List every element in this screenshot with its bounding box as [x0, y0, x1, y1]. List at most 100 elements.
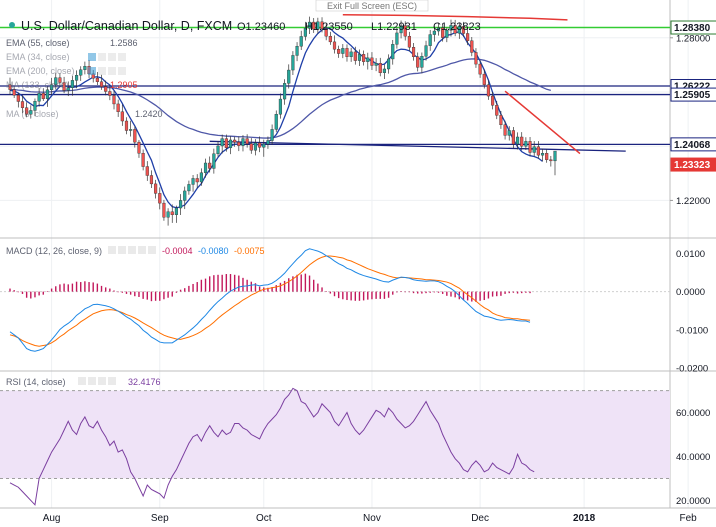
- candle-down: [145, 166, 149, 176]
- indicator-settings-icon[interactable]: [88, 53, 126, 75]
- candle-down: [495, 105, 499, 116]
- macd-histogram-bar: [516, 291, 519, 294]
- macd-histogram-bar: [208, 276, 211, 292]
- candle-up: [74, 75, 79, 81]
- candle-down: [332, 41, 337, 50]
- macd-histogram-bar: [63, 283, 65, 292]
- candle-up: [83, 66, 87, 70]
- macd-histogram-bar: [342, 291, 344, 300]
- candle-up: [428, 34, 432, 46]
- macd-histogram-bar: [204, 278, 207, 292]
- candle-up: [295, 46, 299, 56]
- macd-histogram-bar: [308, 275, 311, 292]
- candle-down: [108, 91, 112, 96]
- macd-histogram-bar: [59, 284, 61, 292]
- candle-down: [233, 139, 237, 143]
- date-label: Dec: [471, 513, 489, 524]
- trend-line: [209, 140, 626, 152]
- candle-down: [499, 115, 503, 126]
- macd-histogram-bar: [362, 291, 365, 301]
- macd-histogram-bar: [267, 287, 269, 292]
- macd-signal-line: [9, 255, 531, 347]
- macd-histogram-bar: [192, 283, 194, 292]
- candle-up: [553, 150, 557, 162]
- candle-up: [199, 172, 203, 183]
- macd-header: MACD (12, 26, close, 9) -0.0004 -0.0080 …: [6, 246, 265, 256]
- macd-histogram-bar: [462, 291, 465, 301]
- macd-histogram-bar: [17, 291, 20, 293]
- candle-down: [58, 77, 62, 83]
- candle-down: [124, 120, 129, 131]
- close-value: C1.23823: [433, 21, 481, 33]
- candle-up: [174, 207, 178, 215]
- candle-up: [191, 178, 195, 185]
- date-label: Feb: [680, 513, 698, 524]
- candle-up: [374, 63, 378, 66]
- macd-histogram-bar: [288, 278, 290, 292]
- grid-lines: [0, 0, 689, 508]
- macd-histogram-bar: [13, 290, 15, 292]
- macd-histogram-bar: [109, 288, 111, 292]
- candle-up: [66, 87, 70, 91]
- macd-histogram-bar: [67, 284, 69, 292]
- candle-up: [266, 140, 270, 145]
- indicator-legend: EMA (55, close) 1.2586 EMA (34, close) E…: [6, 38, 163, 119]
- candle-down: [370, 57, 374, 66]
- macd-histogram-bar: [150, 291, 153, 302]
- date-label: 2018: [573, 513, 596, 524]
- macd-histogram-bar: [437, 291, 440, 293]
- macd-histogram-bar: [100, 285, 103, 292]
- macd-histogram-bar: [283, 280, 286, 292]
- price-tag-label: 1.23323: [674, 160, 711, 171]
- candle-up: [278, 98, 282, 115]
- macd-histogram-bar: [179, 289, 182, 292]
- ma133-line: [342, 14, 568, 21]
- candle-down: [137, 141, 141, 154]
- candle-up: [183, 190, 187, 201]
- candle-down: [345, 48, 349, 57]
- macd-value: -0.0080: [198, 246, 229, 256]
- macd-histogram-bar: [30, 291, 32, 299]
- candle-up: [262, 143, 266, 148]
- candle-down: [162, 202, 166, 218]
- candle-down: [461, 26, 466, 34]
- candle-up: [274, 114, 278, 130]
- symbol-title: U.S. Dollar/Canadian Dollar, D, FXCM: [21, 19, 232, 33]
- indicator-label-ema34: EMA (34, close): [6, 52, 70, 62]
- macd-settings-icon[interactable]: [108, 246, 156, 254]
- macd-histogram-bar: [142, 291, 144, 299]
- candle-up: [253, 142, 258, 151]
- macd-histogram-bar: [367, 291, 369, 300]
- macd-histogram-bar: [350, 291, 352, 301]
- date-label: Oct: [256, 513, 272, 524]
- candle-up: [166, 211, 170, 218]
- candle-down: [478, 63, 482, 75]
- macd-histogram-bar: [117, 291, 119, 293]
- exit-fullscreen-button[interactable]: Exit Full Screen (ESC): [315, 0, 429, 12]
- rsi-settings-icon[interactable]: [78, 377, 116, 385]
- candle-up: [524, 141, 528, 147]
- rsi-tick-label: 40.0000: [676, 452, 710, 463]
- candle-down: [120, 111, 124, 122]
- candle-down: [149, 175, 154, 185]
- macd-histogram-bar: [317, 283, 319, 292]
- macd-histogram-bar: [171, 291, 173, 297]
- candle-up: [291, 55, 295, 71]
- indicator-value-ma133: 1.2905: [110, 80, 138, 90]
- macd-histogram-bar: [46, 291, 49, 292]
- macd-histogram-bar: [88, 282, 90, 292]
- date-label: Nov: [363, 513, 381, 524]
- ema55-line: [10, 58, 552, 139]
- candle-down: [95, 77, 99, 82]
- macd-histogram-bar: [396, 291, 398, 293]
- candle-down: [411, 47, 416, 57]
- macd-histogram-bar: [9, 288, 11, 292]
- main-overlay-lines: [0, 14, 670, 209]
- macd-histogram-bar: [96, 283, 99, 292]
- macd-histogram-bar: [275, 285, 277, 292]
- macd-histogram-bar: [425, 291, 427, 294]
- macd-histogram-bar: [500, 291, 502, 296]
- date-label: Aug: [43, 513, 61, 524]
